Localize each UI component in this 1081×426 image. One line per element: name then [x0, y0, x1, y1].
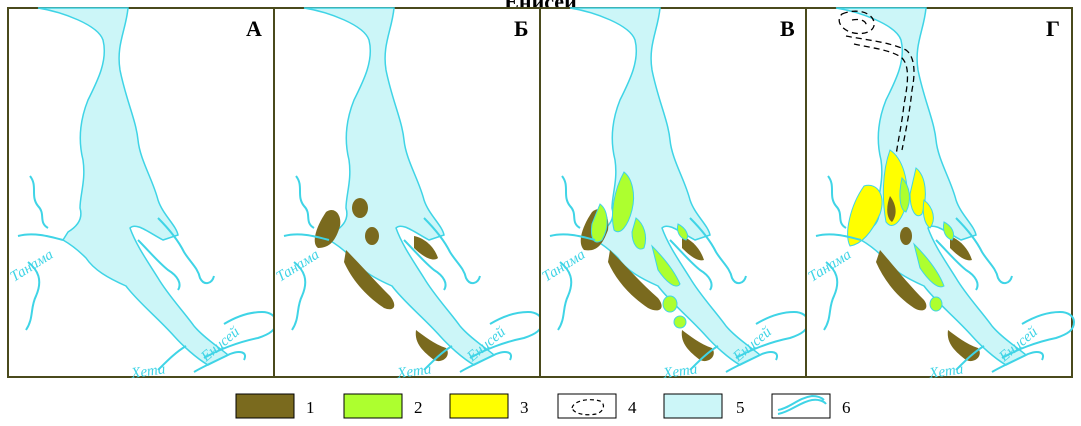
river-label-kheta: Хета	[661, 361, 698, 382]
legend-item-4: 4	[557, 393, 637, 419]
river-label-kheta: Хета	[129, 361, 166, 382]
panel-letter: Б	[514, 16, 529, 41]
islands-type-1	[314, 198, 448, 362]
legend-number: 2	[414, 398, 423, 417]
legend-swatch	[663, 393, 723, 419]
legend-number: 4	[628, 398, 637, 417]
legend-swatch	[557, 393, 617, 419]
river-label-kheta: Хета	[395, 361, 432, 382]
dashed-contour-icon	[571, 399, 605, 416]
map-panels: А Танама Енисей Хета Б Танама Енисей Хет…	[7, 7, 1075, 382]
panel-letter: А	[246, 16, 262, 41]
legend-item-1: 1	[235, 393, 315, 419]
legend: 1 2 3 4 5 6	[235, 393, 851, 419]
river-label-kheta: Хета	[927, 361, 964, 382]
panel-v: В Танама Енисей Хета	[539, 7, 809, 382]
islands-type-1	[876, 196, 980, 362]
legend-swatch	[343, 393, 403, 419]
legend-number: 1	[306, 398, 315, 417]
legend-swatch	[449, 393, 509, 419]
legend-item-2: 2	[343, 393, 423, 419]
legend-item-3: 3	[449, 393, 529, 419]
islands-type-2	[899, 177, 955, 312]
panel-g: Г Танама Енисей Хета	[805, 7, 1075, 382]
legend-item-6: 6	[771, 393, 851, 419]
legend-number: 6	[842, 398, 851, 417]
panel-letter: В	[780, 16, 795, 41]
islands-type-2	[591, 171, 689, 329]
legend-swatch	[235, 393, 295, 419]
legend-number: 3	[520, 398, 529, 417]
legend-item-5: 5	[663, 393, 745, 419]
panel-letter: Г	[1046, 16, 1060, 41]
dashed-contours-type-4	[838, 10, 915, 157]
river-channel-icon	[777, 394, 827, 415]
legend-number: 5	[736, 398, 745, 417]
panel-b: Б Танама Енисей Хета	[273, 7, 543, 382]
panel-a: А Танама Енисей Хета	[7, 7, 277, 382]
